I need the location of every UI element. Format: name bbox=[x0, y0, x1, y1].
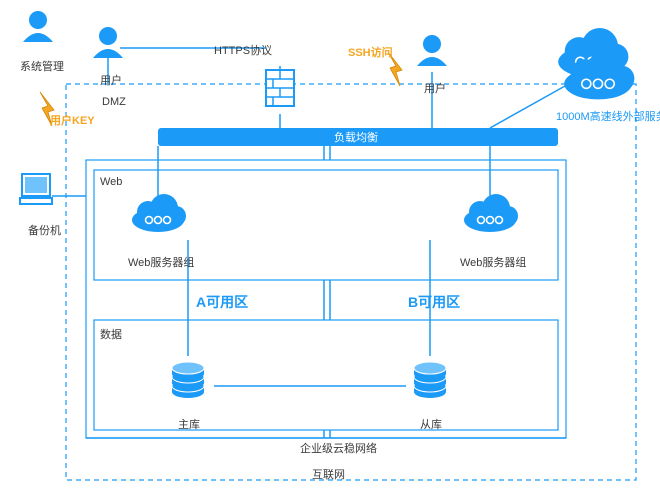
user-icon bbox=[93, 27, 123, 58]
label: SSH访问 bbox=[348, 44, 393, 60]
cloud-icon bbox=[132, 194, 186, 232]
label: 互联网 bbox=[312, 466, 345, 482]
cloud-icon bbox=[464, 194, 518, 232]
region-box bbox=[94, 320, 558, 430]
label: 用户KEY bbox=[50, 112, 95, 128]
user-icon bbox=[23, 11, 53, 42]
user-icon bbox=[417, 35, 447, 66]
diagram-canvas: 负载均衡 bbox=[0, 0, 660, 500]
label: 数据 bbox=[100, 326, 122, 342]
label: Web bbox=[100, 176, 122, 188]
edge bbox=[490, 86, 565, 128]
label: B可用区 bbox=[408, 292, 460, 312]
label: Web服务器组 bbox=[128, 254, 194, 270]
database-icon bbox=[414, 362, 446, 398]
label: 从库 bbox=[420, 416, 442, 432]
label: 用户 bbox=[424, 80, 446, 96]
label: 系统管理 bbox=[20, 58, 64, 74]
label: Web服务器组 bbox=[460, 254, 526, 270]
database-icon bbox=[172, 362, 204, 398]
label: A可用区 bbox=[196, 292, 248, 312]
pc-icon bbox=[20, 174, 52, 204]
label: 备份机 bbox=[28, 222, 61, 238]
label: 1000M高速线外部服务 bbox=[556, 108, 660, 124]
label: 用户 bbox=[100, 72, 122, 88]
label: DMZ bbox=[102, 96, 126, 108]
label: 企业级云稳网络 bbox=[300, 440, 377, 456]
firewall-icon bbox=[266, 70, 294, 106]
label: HTTPS协议 bbox=[214, 42, 272, 58]
label: 主库 bbox=[178, 416, 200, 432]
bar-label: 负载均衡 bbox=[334, 130, 378, 144]
